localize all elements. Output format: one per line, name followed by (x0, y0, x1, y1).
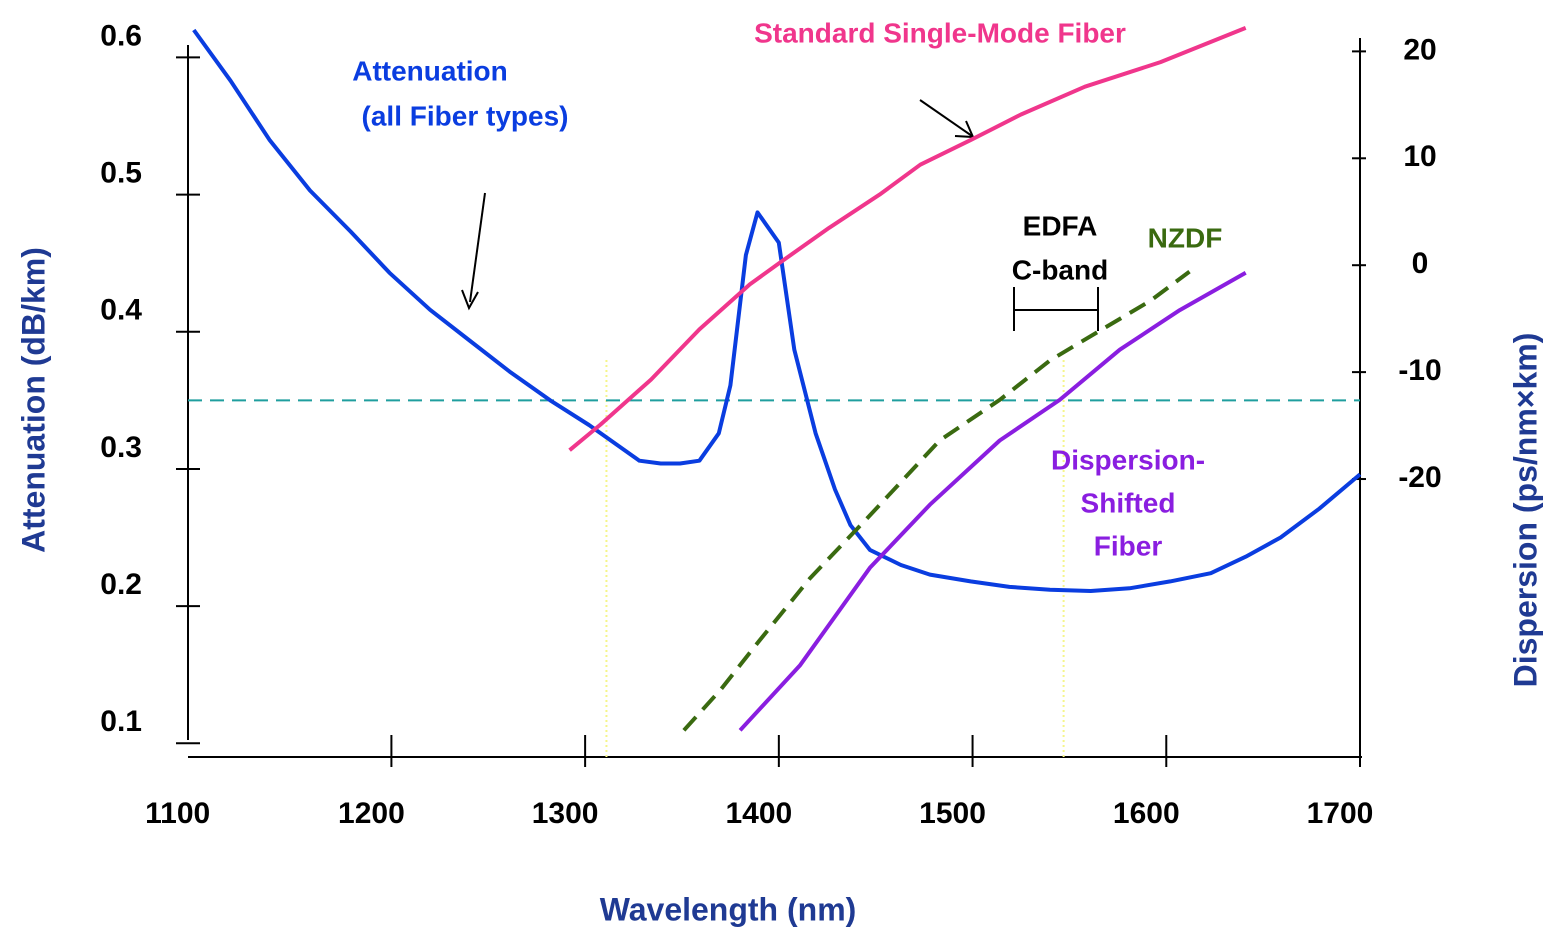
arrow (469, 192, 486, 303)
annotation: Attenuation (352, 55, 508, 86)
x-tick-label: 1300 (532, 797, 599, 830)
annotation: Dispersion- (1051, 444, 1205, 475)
arrow (919, 99, 973, 137)
y-tick-label: 0.2 (100, 568, 142, 601)
arrows (461, 99, 1099, 331)
y-axis-title: Attenuation (dB/km) (15, 247, 51, 553)
x-axis-title: Wavelength (nm) (600, 891, 857, 927)
annotation: Fiber (1094, 530, 1163, 561)
x-tick-label: 1600 (1113, 797, 1180, 830)
y-tick-label: 0.5 (100, 157, 142, 190)
x-tick-label: 1100 (145, 797, 210, 830)
x-tick-label: 1700 (1307, 797, 1374, 830)
x-tick-label: 1200 (338, 797, 405, 830)
y2-tick-label: 0 (1412, 247, 1429, 280)
annotation: Shifted (1081, 487, 1176, 518)
y2-axis-title: Dispersion (ps/nm×km) (1507, 333, 1543, 688)
x-tick-label: 1500 (919, 797, 986, 830)
annotation: Standard Single-Mode Fiber (754, 17, 1126, 48)
series-line (682, 269, 1191, 732)
y-tick-label: 0.1 (100, 705, 142, 738)
series-line (738, 270, 1247, 732)
annotation: (all Fiber types) (362, 100, 569, 131)
y-tick-label: 0.4 (100, 294, 142, 327)
y2-tick-label: 10 (1403, 140, 1436, 173)
series-line (192, 28, 1362, 593)
annotation: NZDF (1148, 222, 1223, 253)
annotation: EDFA (1023, 210, 1098, 241)
y2-tick-label: -10 (1398, 354, 1441, 387)
y-tick-label: 0.6 (100, 19, 142, 52)
y2-tick-label: 20 (1403, 33, 1436, 66)
y2-tick-label: -20 (1398, 461, 1441, 494)
annotation: C-band (1012, 254, 1108, 285)
arrow-head (461, 289, 479, 311)
y-tick-label: 0.3 (100, 431, 142, 464)
series-line (568, 26, 1247, 452)
x-tick-label: 1400 (725, 797, 792, 830)
